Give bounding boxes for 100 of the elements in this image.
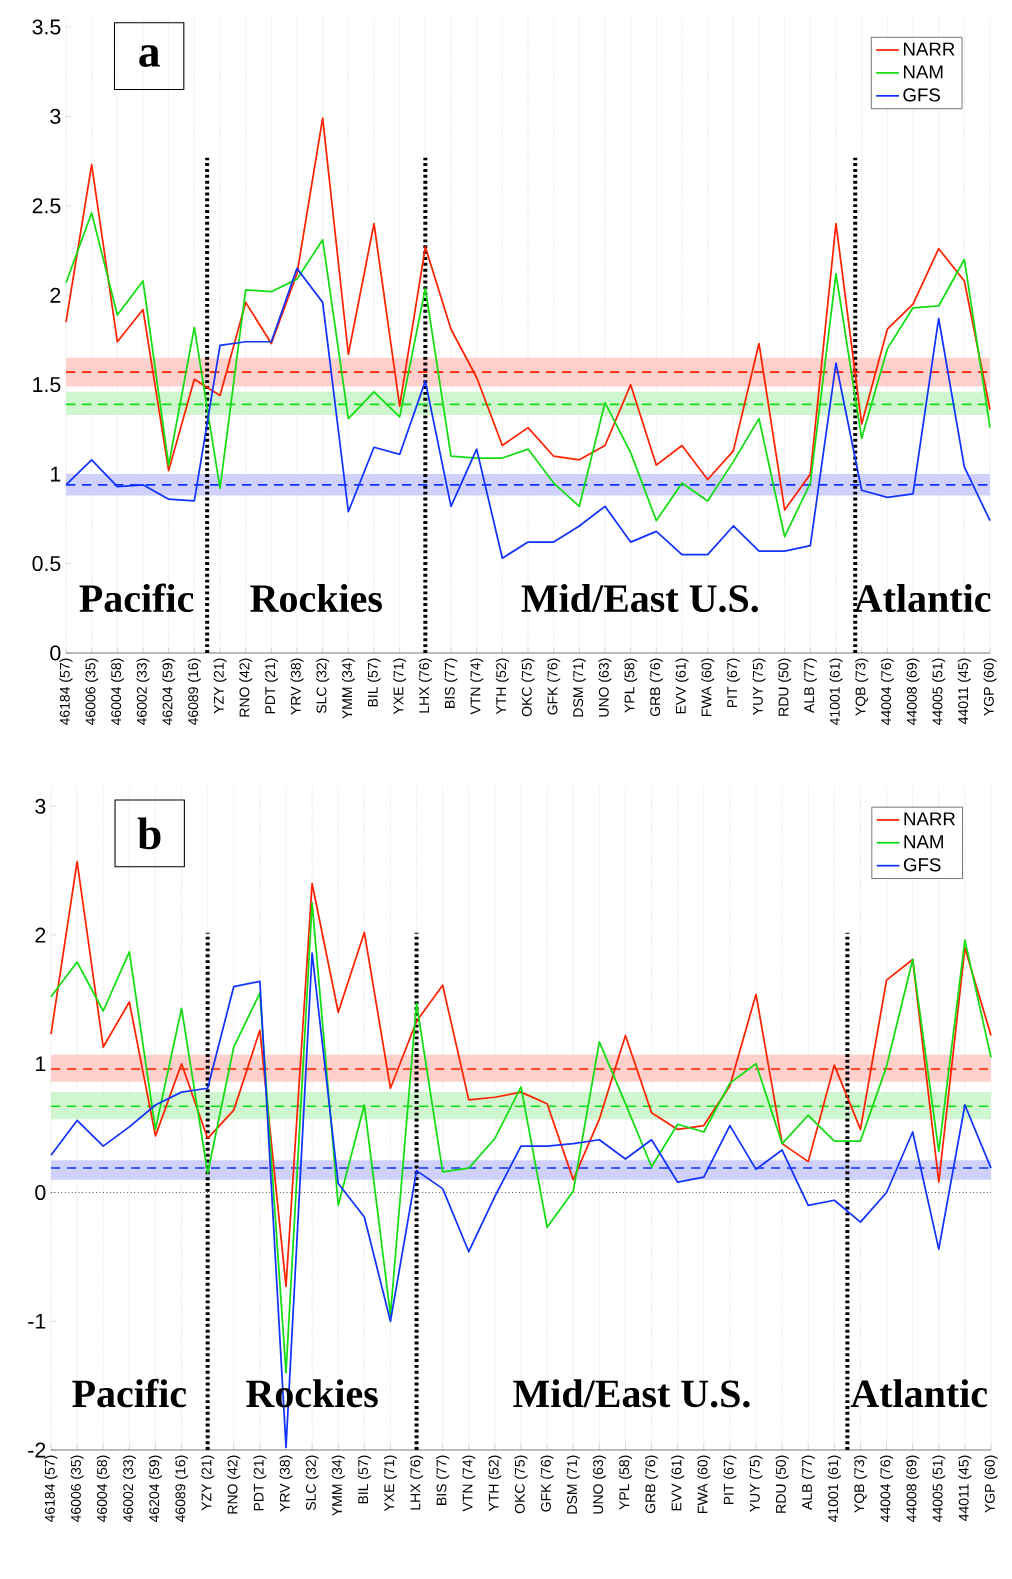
x-tick-label: 46184 (57) — [59, 658, 73, 726]
x-tick-label: 44008 (69) — [906, 658, 920, 726]
annotation: Atlantic — [850, 1379, 988, 1408]
x-tick-label: GFK (76) — [540, 1455, 554, 1512]
annotation: Pacific — [72, 1378, 187, 1408]
line-series — [65, 117, 991, 511]
x-tick-label: YZY (21) — [201, 1455, 215, 1511]
y-tick-label: 2 — [50, 287, 61, 303]
x-tick-label: 44005 (51) — [932, 658, 946, 726]
x-tick-label: 46089 (16) — [175, 1455, 189, 1523]
x-tick-label: LHX (76) — [418, 658, 432, 713]
x-tick-label: PDT (21) — [264, 658, 278, 714]
legend-label: GFS — [903, 88, 940, 102]
x-tick-label: 46184 (57) — [44, 1455, 58, 1523]
x-tick-label: FWA (60) — [697, 1455, 711, 1513]
line-series — [50, 860, 992, 1288]
y-tick-label: 2.5 — [32, 198, 61, 214]
legend-label: NAM — [904, 835, 943, 849]
y-tick-label: 2 — [35, 927, 46, 943]
x-tick-label: YXE (71) — [383, 1455, 397, 1512]
annotation: Pacific — [79, 583, 194, 613]
x-tick-label: YRV (38) — [279, 1455, 293, 1512]
x-tick-label: SLC (32) — [305, 1455, 319, 1511]
x-tick-label: VTN (74) — [462, 1455, 476, 1512]
y-tick-label: -1 — [28, 1313, 46, 1329]
y-tick-label: 0 — [35, 1184, 46, 1201]
line-series — [65, 212, 991, 538]
x-tick-label: YXE (71) — [393, 658, 407, 715]
x-tick-label: 44005 (51) — [932, 1455, 946, 1523]
x-tick-label: 44004 (76) — [880, 1455, 894, 1523]
x-tick-label: UNO (63) — [598, 658, 612, 717]
annotation: Rockies — [250, 583, 382, 613]
x-tick-label: YTH (52) — [495, 658, 509, 715]
x-tick-label: RNO (42) — [227, 1455, 241, 1514]
annotation: Mid/East U.S. — [521, 583, 758, 613]
x-tick-label: GRB (76) — [649, 658, 663, 717]
annotation: Atlantic — [854, 583, 991, 613]
x-tick-label: RNO (42) — [239, 658, 253, 717]
x-tick-label: 46002 (33) — [136, 658, 150, 726]
x-tick-label: 46004 (58) — [96, 1455, 110, 1523]
x-tick-label: 46089 (16) — [187, 658, 201, 726]
legend-label: NARR — [903, 42, 955, 56]
x-tick-label: 46204 (59) — [162, 658, 176, 726]
y-tick-label: 0.5 — [32, 556, 61, 572]
x-tick-label: 46204 (59) — [148, 1455, 162, 1523]
x-tick-label: YGP (60) — [983, 658, 997, 716]
x-tick-label: YRV (38) — [290, 658, 304, 715]
legend-label: GFS — [903, 858, 941, 872]
x-tick-label: GRB (76) — [645, 1455, 659, 1514]
x-tick-label: EVV (61) — [675, 658, 689, 714]
legend-label: NAM — [903, 65, 943, 79]
x-tick-label: YMM (34) — [331, 1455, 345, 1516]
line-series — [50, 901, 992, 1374]
x-tick-label: 46006 (35) — [85, 658, 99, 726]
x-tick-label: VTN (74) — [470, 658, 484, 715]
text: b — [137, 817, 161, 850]
x-tick-label: EVV (61) — [671, 1455, 685, 1511]
x-tick-label: PIT (67) — [723, 1455, 737, 1505]
x-tick-label: YPL (58) — [624, 658, 638, 713]
x-tick-label: YUY (75) — [752, 658, 766, 715]
x-tick-label: BIS (77) — [436, 1455, 450, 1505]
chart-title: a — [139, 45, 160, 67]
x-tick-label: 44004 (76) — [880, 658, 894, 726]
x-tick-label: YUY (75) — [749, 1455, 763, 1512]
x-tick-label: 44011 (45) — [957, 658, 971, 725]
x-tick-label: YZY (21) — [213, 658, 227, 714]
x-tick-label: 46004 (58) — [110, 658, 124, 726]
x-tick-label: DSM (71) — [566, 1455, 580, 1514]
x-tick-label: LHX (76) — [410, 1455, 424, 1510]
x-tick-label: 41001 (61) — [827, 1455, 841, 1523]
x-tick-label: OKC (75) — [514, 1455, 528, 1514]
x-tick-label: DSM (71) — [572, 658, 586, 717]
x-tick-label: ALB (77) — [803, 658, 817, 713]
y-tick-label: 3.5 — [32, 19, 61, 35]
x-tick-label: RDU (50) — [775, 1455, 789, 1513]
y-tick-label: 0 — [50, 645, 61, 661]
x-tick-label: FWA (60) — [701, 658, 715, 716]
x-tick-label: BIL (57) — [367, 658, 381, 707]
x-tick-label: UNO (63) — [592, 1455, 606, 1514]
y-tick-label: 3 — [50, 108, 61, 124]
x-tick-label: GFK (76) — [547, 658, 561, 715]
y-tick-label: 1 — [36, 1056, 46, 1072]
x-tick-label: OKC (75) — [521, 658, 535, 717]
x-tick-label: YMM (34) — [341, 658, 355, 719]
x-tick-label: 46002 (33) — [122, 1455, 136, 1523]
y-tick-label: 1 — [51, 466, 61, 482]
y-tick-label: -2 — [28, 1442, 46, 1458]
y-tick-label: 3 — [35, 798, 46, 814]
x-tick-label: BIS (77) — [444, 658, 458, 708]
x-tick-label: YGP (60) — [984, 1455, 998, 1513]
x-tick-label: BIL (57) — [357, 1455, 371, 1504]
x-tick-label: PIT (67) — [726, 658, 740, 708]
x-tick-label: 44011 (45) — [958, 1455, 972, 1522]
x-tick-label: ALB (77) — [801, 1455, 815, 1510]
x-tick-label: YTH (52) — [488, 1455, 502, 1512]
x-tick-label: YQB (73) — [853, 1455, 867, 1513]
x-tick-label: YQB (73) — [855, 658, 869, 716]
x-tick-label: YPL (58) — [618, 1455, 632, 1510]
x-tick-label: 41001 (61) — [829, 658, 843, 726]
y-tick-label: 1.5 — [33, 377, 61, 393]
